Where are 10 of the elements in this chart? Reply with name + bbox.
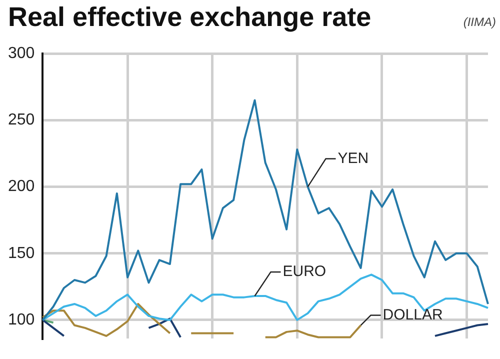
chart-subtitle: (IIMA): [463, 15, 496, 29]
chart-title: Real effective exchange rate: [8, 2, 372, 33]
y-tick-label: 250: [8, 112, 35, 129]
y-tick-label: 200: [8, 178, 35, 196]
series-label: EURO: [282, 263, 326, 280]
y-tick-label: 150: [8, 244, 35, 262]
series-label: YEN: [338, 150, 369, 167]
y-tick-label: 300: [8, 45, 35, 62]
y-tick-label: 100: [8, 311, 35, 328]
series-label: DOLLAR: [382, 306, 443, 324]
